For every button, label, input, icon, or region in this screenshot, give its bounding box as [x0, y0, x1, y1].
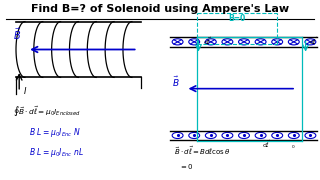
- Text: $\vec{B}$: $\vec{B}$: [172, 75, 179, 89]
- Text: d$\vec{\ell}$: d$\vec{\ell}$: [262, 139, 272, 150]
- Text: I: I: [24, 87, 27, 96]
- Text: $\vec{B}\cdot d\vec{\ell} = Bd\ell\cos\theta$: $\vec{B}\cdot d\vec{\ell} = Bd\ell\cos\t…: [174, 145, 231, 157]
- Text: $\vec{B}$: $\vec{B}$: [13, 27, 21, 42]
- Text: d$\vec{\ell}$: d$\vec{\ell}$: [203, 35, 212, 47]
- Text: $^0$: $^0$: [291, 145, 296, 150]
- Text: $\oint\vec{B}\cdot d\vec{\ell} = \mu_0 I_{Enclosed}$: $\oint\vec{B}\cdot d\vec{\ell} = \mu_0 I…: [13, 104, 81, 119]
- Text: B=0: B=0: [228, 14, 245, 23]
- Text: Find B=? of Solenoid using Ampere's Law: Find B=? of Solenoid using Ampere's Law: [31, 4, 289, 15]
- Text: d$\vec{\ell}$: d$\vec{\ell}$: [309, 35, 319, 47]
- Text: $B\ L = \mu_0 I_{Enc}\ nL$: $B\ L = \mu_0 I_{Enc}\ nL$: [29, 146, 84, 159]
- Text: $= 0$: $= 0$: [179, 162, 194, 171]
- Text: $B\ L = \mu_0 I_{Enc}\ N$: $B\ L = \mu_0 I_{Enc}\ N$: [29, 126, 81, 139]
